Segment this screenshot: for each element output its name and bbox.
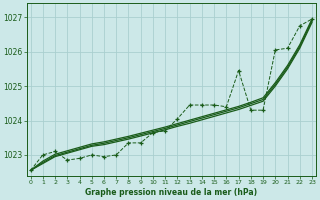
X-axis label: Graphe pression niveau de la mer (hPa): Graphe pression niveau de la mer (hPa) <box>85 188 257 197</box>
